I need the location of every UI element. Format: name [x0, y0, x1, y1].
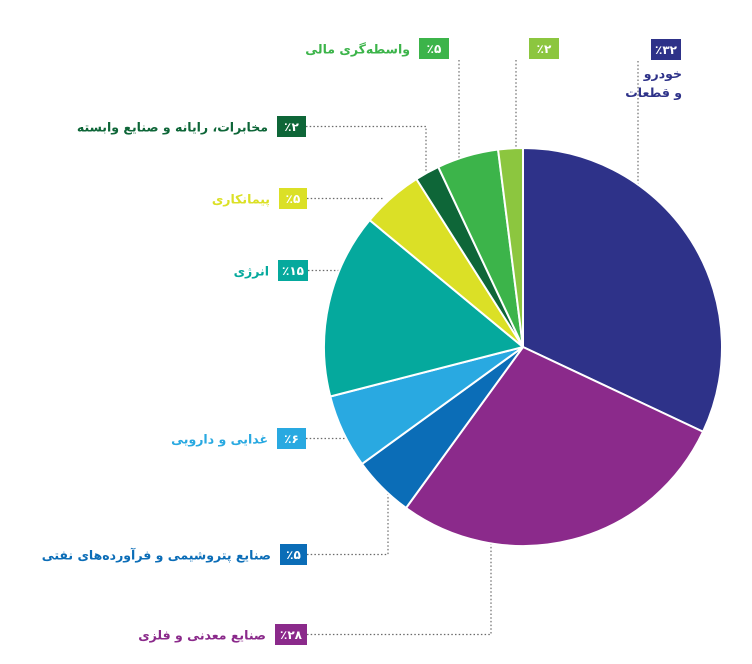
slice-label: غدایی و دارویی	[171, 432, 268, 447]
value-badge	[419, 38, 449, 59]
slice-label: صنایع پتروشیمی و فرآورده‌های نفتی	[42, 548, 271, 563]
slice-label: پیمانکاری	[212, 192, 270, 207]
value-badge	[275, 624, 307, 645]
value-badge-text: ٪۲۸	[280, 628, 303, 642]
leader-line	[307, 490, 389, 556]
value-badge-text: ٪۶	[284, 432, 299, 446]
slice-label: واسطه‌گری مالی	[305, 42, 410, 57]
pie-slice	[323, 218, 526, 398]
value-badge-text: ٪۵	[427, 42, 442, 56]
slice-label: صنایع معدنی و فلزی	[138, 628, 266, 643]
pie-slice	[404, 345, 705, 547]
value-badge	[529, 38, 559, 59]
pie-slice	[522, 146, 723, 434]
pie-slices	[323, 146, 723, 547]
value-badge	[279, 188, 307, 209]
leader-line	[307, 515, 492, 636]
value-badge-text: ٪۳۲	[655, 43, 678, 57]
value-badge-text: ٪۲	[537, 42, 552, 56]
value-badge	[280, 544, 307, 565]
value-badge	[277, 116, 306, 137]
slice-label: انرژی	[234, 264, 269, 279]
pie-slice	[496, 146, 524, 348]
value-badge-text: ٪۵	[286, 192, 301, 206]
value-badge	[651, 39, 681, 60]
value-badge-text: ٪۵	[286, 548, 301, 562]
slice-label: مخابرات، رایانه و صنایع وابسته	[77, 120, 268, 135]
leader-line	[306, 125, 427, 175]
value-badge	[277, 428, 306, 449]
slice-labels: ٪۳۲ خودرو و قطعات ٪۲۸ صنایع معدنی و فلزی ٪۵ صن…	[42, 38, 682, 645]
value-badge-text: ٪۲	[284, 120, 299, 134]
slice-label: و قطعات	[625, 85, 682, 100]
slice-label: خودرو	[643, 66, 682, 81]
value-badge	[278, 260, 308, 281]
value-badge-text: ٪۱۵	[282, 264, 304, 278]
